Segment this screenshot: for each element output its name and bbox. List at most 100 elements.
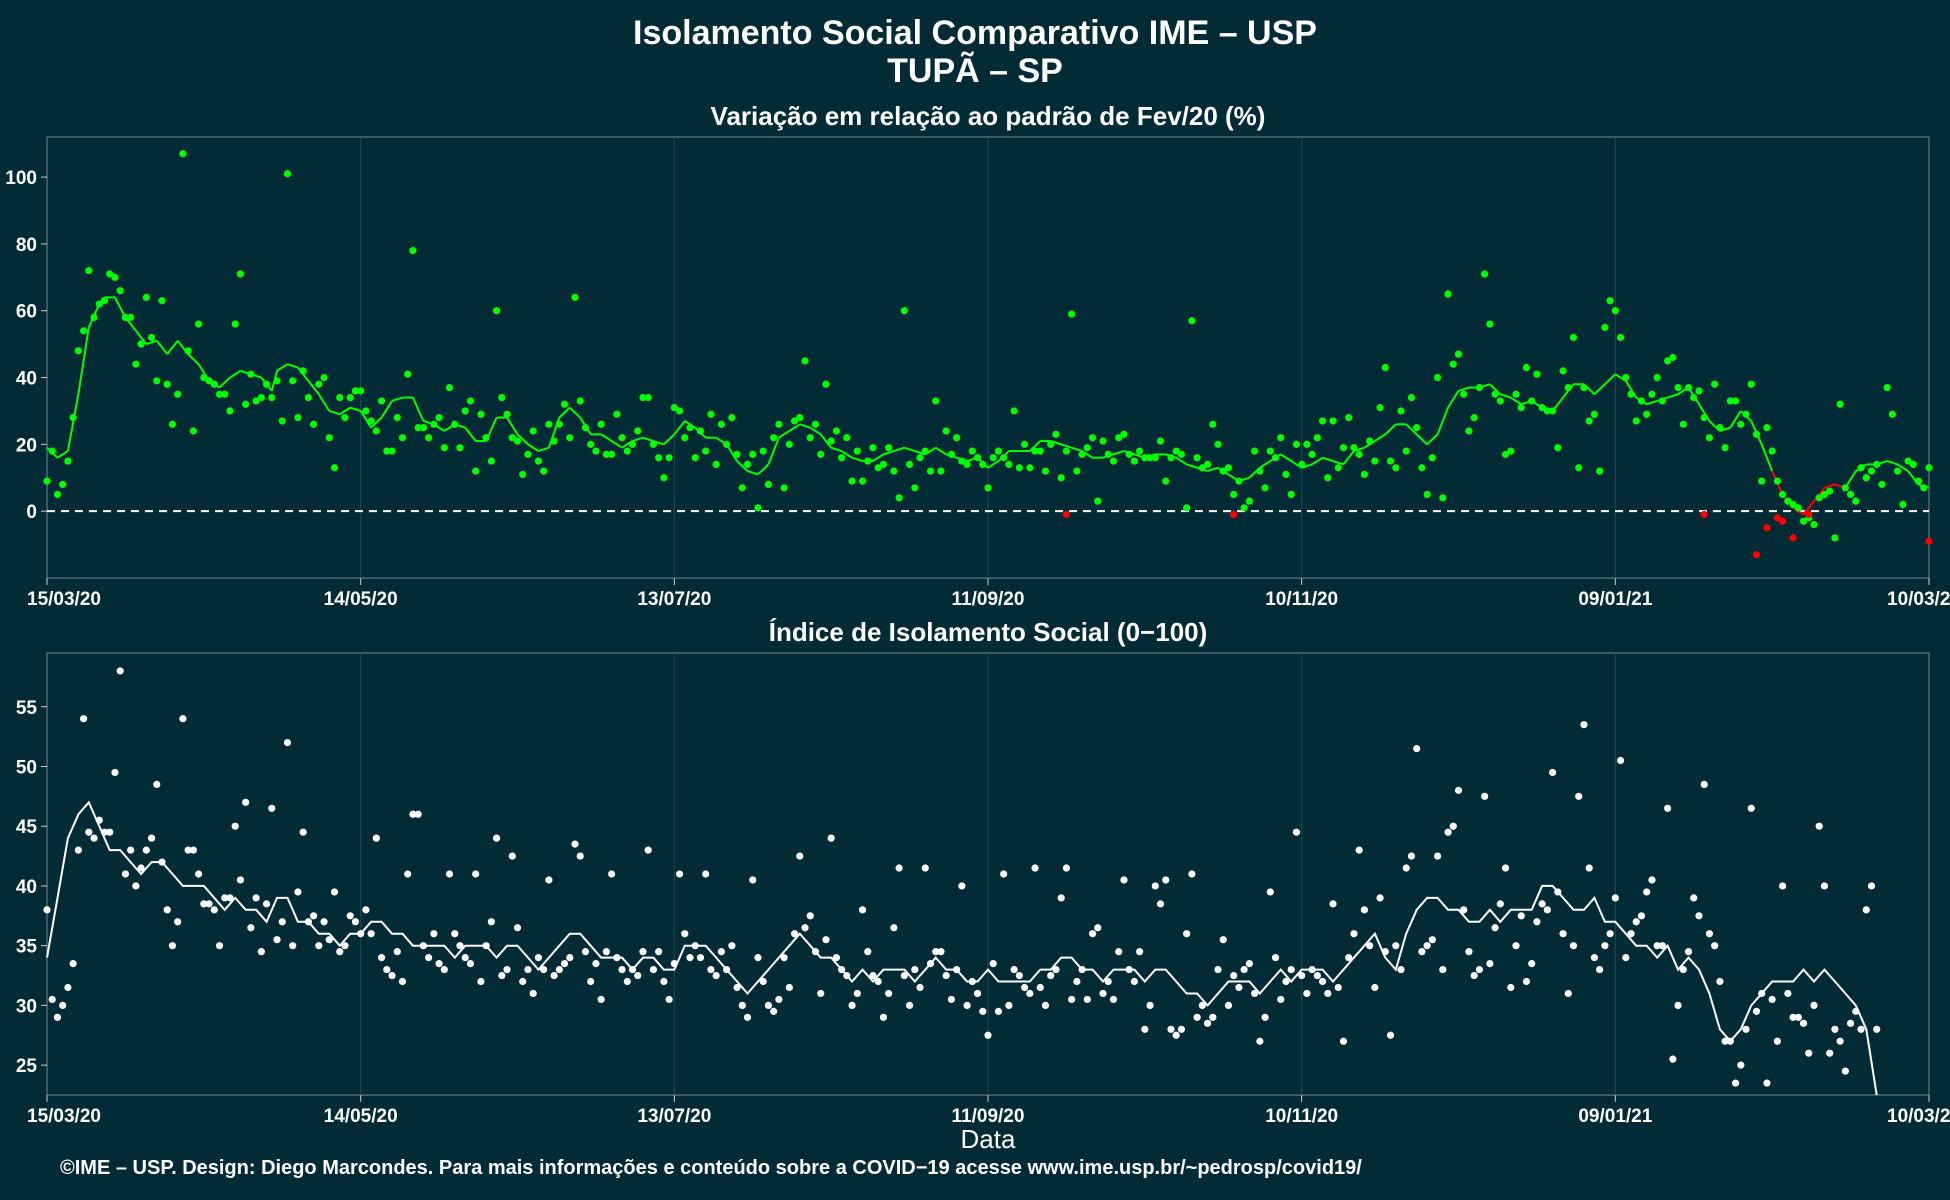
data-point bbox=[466, 959, 475, 968]
data-point bbox=[1109, 995, 1118, 1004]
moving-average-segment bbox=[1426, 433, 1439, 446]
data-point bbox=[858, 477, 867, 485]
data-point bbox=[74, 846, 82, 854]
data-point bbox=[1266, 447, 1274, 455]
data-point bbox=[1512, 390, 1520, 398]
data-point bbox=[315, 942, 323, 950]
data-point bbox=[1339, 444, 1348, 452]
data-point bbox=[1481, 270, 1489, 278]
moving-average-line bbox=[46, 800, 1878, 1096]
data-point bbox=[655, 948, 663, 956]
data-point bbox=[733, 450, 741, 458]
moving-average-segment bbox=[1667, 393, 1679, 399]
x-tick-label: 13/07/20 bbox=[637, 589, 711, 610]
data-point bbox=[487, 918, 495, 926]
data-point bbox=[623, 977, 631, 986]
data-point bbox=[1857, 1025, 1865, 1033]
moving-average-segment bbox=[1060, 443, 1072, 449]
data-point bbox=[127, 313, 135, 322]
data-point bbox=[749, 876, 757, 884]
data-point bbox=[100, 297, 109, 305]
data-point bbox=[315, 380, 323, 388]
data-point bbox=[1758, 477, 1766, 485]
data-point bbox=[1711, 942, 1719, 950]
y-tick-label: 30 bbox=[16, 996, 37, 1017]
data-point bbox=[587, 440, 595, 448]
moving-average-segment bbox=[135, 330, 148, 345]
data-point bbox=[1245, 497, 1253, 505]
data-point bbox=[1329, 900, 1337, 908]
data-point bbox=[764, 480, 773, 489]
data-point bbox=[534, 457, 543, 465]
data-point bbox=[1549, 407, 1557, 415]
moving-average-segment bbox=[527, 443, 539, 452]
data-point bbox=[1047, 971, 1055, 980]
data-point bbox=[1569, 333, 1578, 342]
moving-average-segment bbox=[1824, 483, 1836, 489]
data-point bbox=[613, 954, 621, 962]
data-point bbox=[691, 942, 699, 950]
negative-data-point bbox=[1925, 537, 1933, 545]
data-point bbox=[571, 840, 579, 848]
data-point bbox=[1700, 780, 1708, 789]
moving-average-segment bbox=[747, 470, 759, 476]
data-point bbox=[116, 287, 124, 295]
data-point bbox=[1507, 983, 1515, 992]
data-point bbox=[346, 912, 354, 920]
data-point bbox=[597, 420, 605, 428]
data-point bbox=[1585, 417, 1593, 425]
data-point bbox=[1507, 447, 1515, 455]
data-point bbox=[289, 942, 297, 950]
x-tick-label: 13/07/20 bbox=[637, 1106, 711, 1127]
data-point bbox=[1005, 460, 1013, 469]
data-point bbox=[210, 380, 218, 388]
y-tick-label: 20 bbox=[16, 435, 37, 456]
data-point bbox=[362, 407, 370, 415]
data-point bbox=[1156, 437, 1165, 445]
moving-average-segment bbox=[380, 400, 393, 419]
data-point bbox=[1831, 534, 1839, 542]
data-point bbox=[702, 447, 710, 455]
data-point bbox=[587, 977, 595, 986]
data-point bbox=[377, 397, 386, 405]
data-point bbox=[215, 942, 224, 950]
moving-average-segment bbox=[904, 446, 916, 452]
data-point bbox=[1433, 373, 1442, 382]
data-point bbox=[1308, 450, 1316, 458]
moving-average-segment bbox=[1458, 386, 1470, 392]
data-point bbox=[1684, 383, 1693, 392]
data-point bbox=[1292, 440, 1301, 448]
data-point bbox=[1162, 876, 1170, 884]
data-point bbox=[48, 995, 56, 1004]
data-point bbox=[665, 454, 673, 462]
data-point bbox=[1355, 450, 1363, 458]
data-point bbox=[1203, 460, 1212, 469]
data-point bbox=[320, 373, 328, 382]
data-point bbox=[1345, 414, 1353, 422]
data-point bbox=[174, 918, 182, 926]
data-point bbox=[1711, 380, 1719, 388]
data-point bbox=[1088, 930, 1097, 938]
data-point bbox=[1010, 965, 1018, 974]
data-point bbox=[1109, 457, 1118, 465]
data-point bbox=[1188, 870, 1196, 878]
data-point bbox=[1606, 297, 1614, 305]
data-point bbox=[1528, 397, 1536, 405]
data-point bbox=[226, 894, 234, 902]
panel-title: Variação em relação ao padrão de Fev/20 … bbox=[711, 101, 1266, 131]
data-point bbox=[1324, 989, 1332, 998]
moving-average-segment bbox=[600, 433, 613, 442]
data-point bbox=[1141, 1025, 1149, 1033]
data-point bbox=[1695, 912, 1703, 920]
data-point bbox=[278, 918, 286, 926]
data-point bbox=[686, 424, 694, 432]
moving-average-segment bbox=[516, 433, 529, 446]
y-tick-label: 50 bbox=[16, 757, 37, 778]
data-point bbox=[785, 440, 793, 448]
data-point bbox=[1256, 1037, 1264, 1045]
data-point bbox=[1308, 965, 1316, 974]
data-point bbox=[1036, 983, 1044, 992]
data-point bbox=[1679, 420, 1687, 428]
data-point bbox=[1371, 983, 1379, 992]
